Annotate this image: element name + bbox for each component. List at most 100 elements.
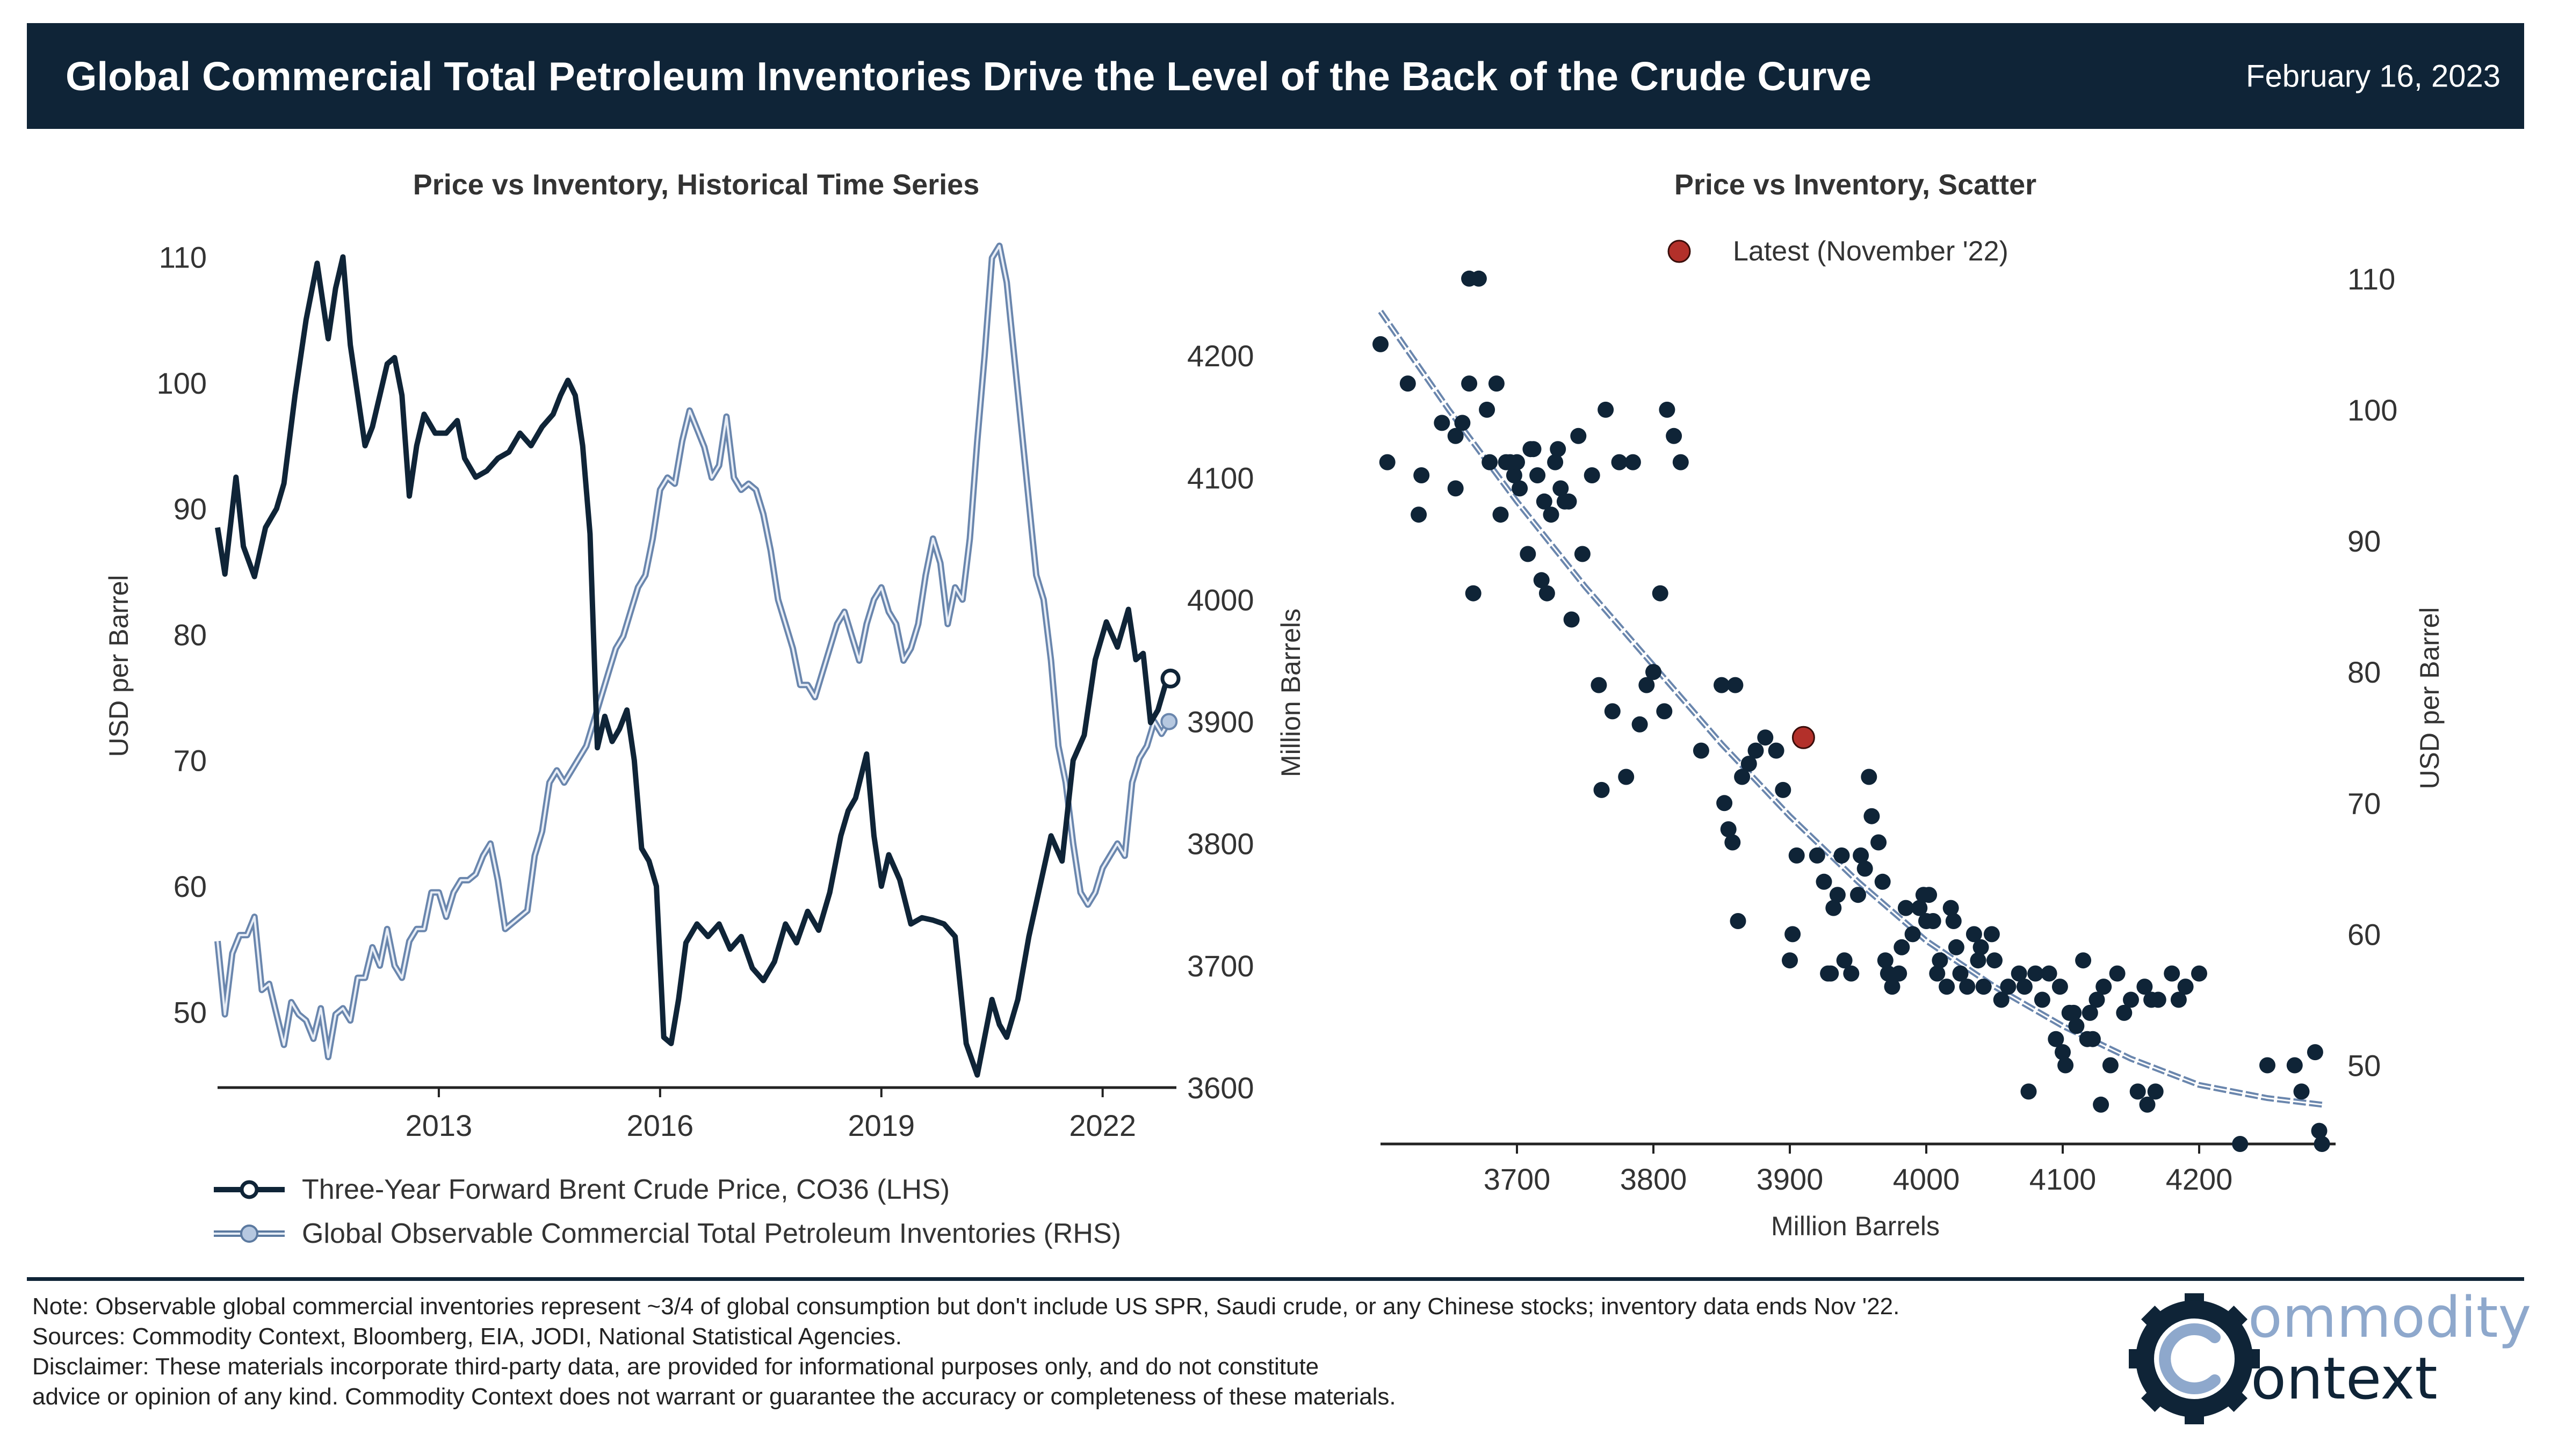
x-tick-label: 2022: [1069, 1109, 1136, 1142]
scatter-y-tick-label: 90: [2347, 524, 2381, 558]
x-tick-label: 2013: [406, 1109, 473, 1142]
commodity-context-logo: ommodity ontext: [2127, 1285, 2531, 1429]
scatter-point: [1929, 965, 1946, 982]
scatter-point: [2164, 965, 2180, 982]
scatter-point: [2109, 965, 2126, 982]
scatter-point: [1816, 873, 1832, 890]
scatter-point: [1784, 926, 1801, 943]
scatter-point: [1874, 873, 1891, 890]
scatter-point: [1512, 480, 1528, 497]
legend-marker-price: [240, 1180, 259, 1199]
scatter-point: [1447, 428, 1464, 444]
scatter-point: [1829, 887, 1846, 903]
scatter-point: [1740, 756, 1757, 772]
scatter-point: [1560, 493, 1577, 510]
x-tick-label: 2019: [848, 1109, 915, 1142]
footer-disclaimer-line-1: Disclaimer: These materials incorporate …: [32, 1353, 1319, 1380]
scatter-point: [1656, 703, 1673, 720]
scatter-x-axis-label: Million Barrels: [1771, 1211, 1940, 1241]
scatter-point: [1768, 742, 1784, 759]
footer-note: Note: Observable global commercial inven…: [32, 1293, 1900, 1320]
scatter-point: [1659, 401, 1675, 418]
scatter-point: [1734, 769, 1751, 785]
inventory-last-point: [1160, 713, 1178, 730]
scatter-point: [1986, 952, 2003, 969]
report-date: February 16, 2023: [2246, 59, 2501, 93]
scatter-point: [1775, 781, 1791, 798]
scatter-point: [1843, 965, 1860, 982]
scatter-point: [1447, 480, 1464, 497]
scatter-point: [1520, 546, 1536, 562]
latest-point: [1791, 726, 1815, 749]
scatter-x-tick-label: 3900: [1757, 1162, 1824, 1196]
scatter-point: [1894, 939, 1910, 955]
scatter-x-ticks: 3700 3800 3900 4000 4100 4200: [1484, 1144, 2232, 1196]
scatter-point: [2314, 1136, 2330, 1152]
scatter-point: [2286, 1057, 2303, 1074]
y-tick-label: 60: [174, 870, 207, 903]
scatter-point: [2020, 1083, 2037, 1100]
time-series-chart: Price vs Inventory, Historical Time Seri…: [104, 169, 1306, 1249]
y-tick-label: 90: [174, 492, 207, 526]
inventory-series-line-inner: [216, 244, 1170, 1059]
scatter-point: [2048, 1031, 2064, 1047]
footer-notes: Note: Observable global commercial inven…: [32, 1292, 1899, 1412]
y-tick-label: 50: [174, 995, 207, 1029]
scatter-point: [1925, 913, 1941, 929]
scatter-point: [1509, 454, 1525, 470]
scatter-point: [1631, 716, 1648, 733]
scatter-point: [1975, 979, 1992, 995]
scatter-x-tick-label: 4100: [2029, 1162, 2097, 1196]
scatter-point: [1533, 572, 1550, 589]
scatter-point: [1970, 952, 1986, 969]
scatter-point: [1434, 415, 1450, 431]
y2-tick-label: 3600: [1187, 1071, 1254, 1105]
scatter-point: [2016, 979, 2033, 995]
scatter-point: [2102, 1057, 2119, 1074]
scatter-x-tick-label: 3700: [1484, 1162, 1551, 1196]
left-series-group: [214, 242, 1181, 1078]
scatter-point: [2093, 1096, 2109, 1113]
scatter-point: [2129, 1083, 2146, 1100]
scatter-point: [1618, 769, 1635, 785]
scatter-point: [1584, 467, 1600, 483]
scatter-point: [1972, 939, 1989, 955]
scatter-point: [1897, 900, 1914, 916]
scatter-point: [1861, 769, 1877, 785]
scatter-y-tick-label: 50: [2347, 1049, 2381, 1083]
legend-label-inventory: Global Observable Commercial Total Petro…: [302, 1218, 1121, 1249]
scatter-point: [1529, 467, 1546, 483]
y-tick-label: 110: [159, 240, 207, 274]
y2-tick-label: 3800: [1187, 827, 1254, 861]
scatter-point: [2232, 1136, 2249, 1152]
scatter-point: [2293, 1083, 2310, 1100]
scatter-point: [1574, 546, 1591, 562]
scatter-point: [2084, 1031, 2101, 1047]
scatter-y-axis-label: USD per Barrel: [2415, 607, 2445, 789]
scatter-point: [1948, 939, 1964, 955]
scatter-point: [1952, 965, 1969, 982]
scatter-y-tick-label: 70: [2347, 786, 2381, 820]
scatter-point: [1904, 926, 1921, 943]
price-last-point: [1160, 668, 1181, 689]
scatter-point: [2095, 979, 2112, 995]
y2-tick-label: 3700: [1187, 949, 1254, 983]
scatter-point: [1611, 454, 1628, 470]
left-y-ticks: 50 60 70 80 90 100 110: [157, 240, 207, 1029]
scatter-point: [1877, 952, 1894, 969]
scatter-point: [2150, 991, 2166, 1008]
left-legend: Three-Year Forward Brent Crude Price, CO…: [214, 1174, 1121, 1249]
scatter-point: [1563, 611, 1580, 628]
fit-curve-group: [1378, 309, 2323, 1108]
scatter-point: [1757, 729, 1774, 746]
scatter-point: [1399, 375, 1416, 392]
y2-tick-label: 4000: [1187, 583, 1254, 617]
scatter-point: [1884, 979, 1900, 995]
scatter-point: [1716, 795, 1733, 812]
scatter-point: [2000, 979, 2017, 995]
scatter-y-tick-label: 100: [2347, 393, 2397, 427]
y2-tick-label: 3900: [1187, 705, 1254, 739]
x-tick-label: 2016: [627, 1109, 694, 1142]
left-chart-title: Price vs Inventory, Historical Time Seri…: [413, 169, 980, 201]
scatter-point: [2082, 1004, 2098, 1021]
